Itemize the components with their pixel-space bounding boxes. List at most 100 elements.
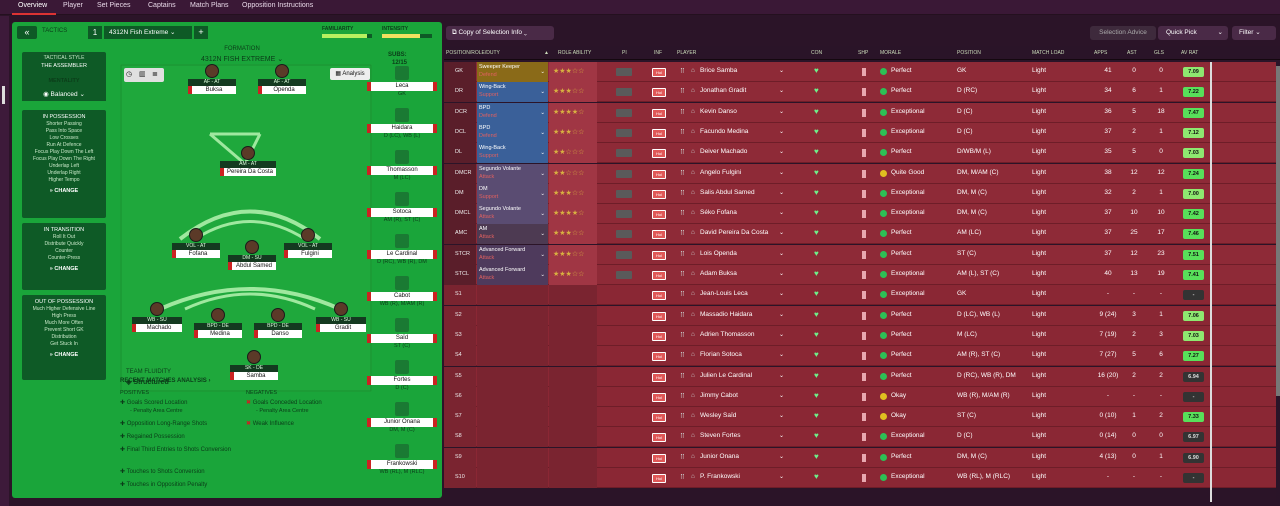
table-row[interactable]: DR Wing-Back Support ⌄ ★★★☆☆ Hol ⠿ ⌂ Jonathan Gr… (444, 82, 1280, 103)
pitch-player-abdul-samed[interactable]: DM - SU Abdul Samed (228, 240, 276, 270)
chevron-down-icon[interactable]: ⌄ (779, 352, 785, 359)
role-duty-selector[interactable]: Segundo Volante Attack ⌄ (477, 163, 548, 184)
chevron-down-icon[interactable]: ⌄ (779, 271, 785, 277)
sub-slot-fortes[interactable]: Fortes D (C) (367, 360, 437, 392)
player-instructions-icon[interactable] (616, 149, 632, 158)
player-name-link[interactable]: Florian Sotoca (700, 351, 742, 359)
collapse-button[interactable]: « (17, 26, 37, 39)
player-name-link[interactable]: Jean-Louis Leca (700, 290, 748, 298)
drag-handle-icon[interactable]: ⠿ (680, 453, 685, 461)
selection-advice-button[interactable]: Selection Advice (1090, 26, 1156, 40)
player-name-link[interactable]: Julien Le Cardinal (700, 371, 753, 379)
player-name-link[interactable]: Salis Abdul Samed (700, 188, 755, 196)
table-row[interactable]: DM DM Support ⌄ ★★★☆☆ Hol ⠿ ⌂ Salis Abdul Samed ⌄… (444, 183, 1280, 204)
chevron-down-icon[interactable]: ⌄ (779, 453, 785, 460)
chevron-down-icon[interactable]: ⌄ (779, 68, 785, 74)
role-duty-selector[interactable]: Segundo Volante Attack ⌄ (477, 204, 548, 225)
table-row[interactable]: S6 Hol ⠿ ⌂ Jimmy Cabot ⌄ ♥ Okay WB (R), M/AM (R)… (444, 386, 1280, 407)
col-ast[interactable]: AST (1127, 50, 1137, 56)
recent-matches-link[interactable]: RECENT MATCHES ANALYSIS › (120, 378, 211, 384)
chevron-down-icon[interactable]: ⌄ (779, 189, 785, 196)
player-name-link[interactable]: Lois Openda (700, 249, 737, 257)
player-name-link[interactable]: Junior Onana (700, 452, 740, 460)
sub-slot-thomasson[interactable]: Thomasson M (LC) (367, 150, 437, 182)
player-name-link[interactable]: Kevin Danso (700, 107, 737, 115)
chevron-down-icon[interactable]: ⌄ (779, 311, 785, 318)
col-player[interactable]: PLAYER (677, 50, 697, 56)
drag-handle-icon[interactable]: ⠿ (680, 271, 685, 278)
drag-handle-icon[interactable]: ⠿ (680, 189, 685, 197)
table-row[interactable]: DL Wing-Back Support ⌄ ★★☆☆☆ Hol ⠿ ⌂ Deiver Mach… (444, 143, 1280, 164)
player-instructions-icon[interactable] (616, 108, 632, 117)
table-row[interactable]: S3 Hol ⠿ ⌂ Adrien Thomasson ⌄ ♥ Perfect M (LC) Li… (444, 325, 1280, 346)
sub-slot-haidara[interactable]: Haidara D (LC), WB (L) (367, 108, 437, 140)
tab-match-plans[interactable]: Match Plans (190, 2, 229, 9)
bar-chart-icon[interactable]: ▥ (139, 71, 146, 78)
col-shp[interactable]: SHP (858, 50, 869, 56)
col-con[interactable]: CON (811, 50, 823, 56)
filter-dropdown[interactable]: Filter ⌄ (1232, 26, 1276, 40)
table-row[interactable]: STCR Advanced Forward Attack ⌄ ★★★☆☆ Hol ⠿ ⌂ Loi… (444, 244, 1280, 265)
table-row[interactable]: S10 Hol ⠿ ⌂ P. Frankowski ⌄ ♥ Exceptional WB (RL… (444, 468, 1280, 488)
pitch-player-pereira-da-costa[interactable]: AM - AT Pereira Da Costa (220, 146, 276, 176)
drag-handle-icon[interactable]: ⠿ (680, 250, 685, 258)
player-name-link[interactable]: Angelo Fulgini (700, 168, 742, 176)
col-av-rat[interactable]: AV RAT (1181, 50, 1199, 56)
sub-slot-junior-onana[interactable]: Junior Onana DM, M (C) (367, 402, 437, 434)
col-gls[interactable]: GLS (1154, 50, 1165, 56)
pitch-player-medina[interactable]: BPD - DE Medina (194, 308, 242, 338)
pitch-player-openda[interactable]: AF - AT Openda (258, 64, 306, 94)
chevron-down-icon[interactable]: ⌄ (779, 250, 785, 257)
table-row[interactable]: DCL BPD Defend ⌄ ★★★☆☆ Hol ⠿ ⌂ Facundo Medina ⌄ ♥ E… (444, 122, 1280, 143)
tab-opposition-instructions[interactable]: Opposition Instructions (242, 2, 314, 9)
role-duty-selector[interactable]: BPD Defend ⌄ (477, 102, 548, 123)
chevron-down-icon[interactable]: ⌄ (779, 392, 785, 399)
table-row[interactable]: DMCL Segundo Volante Attack ⌄ ★★★★☆ Hol ⠿ ⌂ Séko… (444, 204, 1280, 225)
player-name-link[interactable]: Jonathan Gradit (700, 87, 747, 95)
player-instructions-icon[interactable] (616, 88, 632, 97)
player-instructions-icon[interactable] (616, 128, 632, 137)
tab-captains[interactable]: Captains (148, 2, 176, 9)
player-name-link[interactable]: David Pereira Da Costa (700, 229, 769, 237)
player-name-link[interactable]: Adrien Thomasson (700, 330, 755, 338)
drag-handle-icon[interactable]: ⠿ (680, 230, 685, 238)
table-row[interactable]: DCR BPD Defend ⌄ ★★★★☆ Hol ⠿ ⌂ Kevin Danso ⌄ ♥ Exce… (444, 102, 1280, 123)
col-apps[interactable]: APPS (1094, 50, 1108, 56)
drag-handle-icon[interactable]: ⠿ (680, 210, 685, 218)
chevron-down-icon[interactable]: ⌄ (779, 169, 785, 176)
chevron-down-icon[interactable]: ⌄ (779, 128, 785, 135)
change-out-of-possession-button[interactable]: » CHANGE (49, 352, 79, 358)
table-row[interactable]: STCL Advanced Forward Attack ⌄ ★★★☆☆ Hol ⠿ ⌂ Ada… (444, 265, 1280, 285)
role-duty-selector[interactable]: Advanced Forward Attack ⌄ (477, 244, 548, 265)
pitch-player-danso[interactable]: BPD - DE Danso (254, 308, 302, 338)
drag-handle-icon[interactable]: ⠿ (680, 331, 685, 339)
tab-player[interactable]: Player (63, 2, 83, 9)
tactic-selector[interactable]: 4312N Fish Extreme ⌄ (104, 26, 192, 39)
player-name-link[interactable]: Jimmy Cabot (700, 391, 738, 399)
player-name-link[interactable]: Séko Fofana (700, 209, 737, 217)
role-duty-selector[interactable]: Wing-Back Support ⌄ (477, 82, 548, 103)
pitch-player-gradit[interactable]: WB - SU Gradit (316, 302, 366, 332)
player-name-link[interactable]: Massadio Haidara (700, 310, 753, 318)
player-instructions-icon[interactable] (616, 169, 632, 178)
sub-slot-sotoca[interactable]: Sotoca AM (R), ST (C) (367, 192, 437, 224)
player-instructions-icon[interactable] (616, 68, 632, 76)
role-duty-selector[interactable]: Wing-Back Support ⌄ (477, 143, 548, 164)
drag-handle-icon[interactable]: ⠿ (680, 108, 685, 116)
chevron-down-icon[interactable]: ⌄ (779, 413, 785, 420)
player-name-link[interactable]: Facundo Medina (700, 127, 749, 135)
sub-slot-said[interactable]: Saïd ST (C) (367, 318, 437, 350)
pitch-player-machado[interactable]: WB - SU Machado (132, 302, 182, 332)
drag-handle-icon[interactable]: ⠿ (680, 474, 685, 481)
drag-handle-icon[interactable]: ⠿ (680, 68, 685, 75)
player-instructions-icon[interactable] (616, 189, 632, 198)
chevron-down-icon[interactable]: ⌄ (779, 372, 785, 379)
sort-arrow-icon[interactable]: ▲ (544, 50, 549, 56)
drag-handle-icon[interactable]: ⠿ (680, 88, 685, 96)
player-name-link[interactable]: P. Frankowski (700, 473, 740, 480)
table-row[interactable]: AMC AM Attack ⌄ ★★★☆☆ Hol ⠿ ⌂ David Pereira Da C… (444, 224, 1280, 245)
role-duty-selector[interactable]: DM Support ⌄ (477, 183, 548, 204)
player-name-link[interactable]: Wesley Saïd (700, 412, 737, 420)
chevron-down-icon[interactable]: ⌄ (779, 433, 785, 440)
col-match-load[interactable]: MATCH LOAD (1032, 50, 1065, 56)
